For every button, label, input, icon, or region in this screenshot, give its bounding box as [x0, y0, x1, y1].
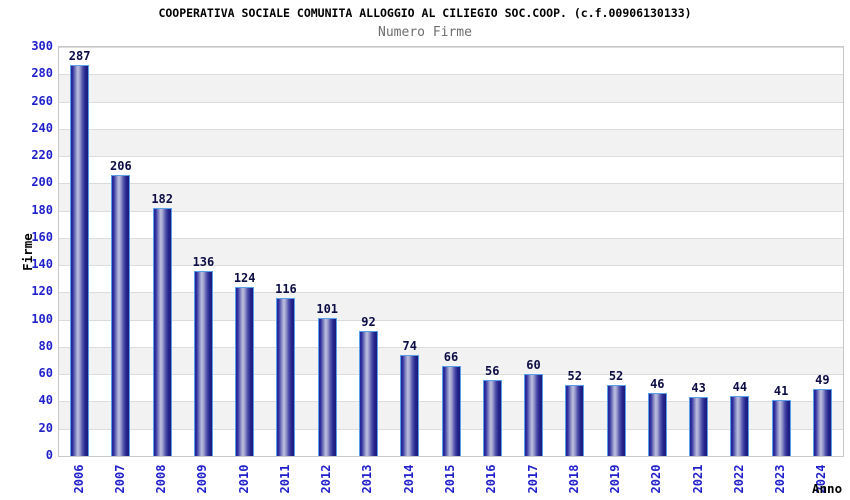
- grid-band: [59, 74, 843, 102]
- x-tick-label: 2010: [236, 464, 251, 494]
- y-tick-label: 220: [31, 148, 53, 163]
- bar-value-label: 41: [773, 384, 789, 399]
- bar-value-label: 46: [650, 377, 665, 392]
- bar-2024: [812, 389, 832, 456]
- grid-band: [59, 237, 843, 266]
- bar-2013: [358, 330, 378, 456]
- bar-value-label: 74: [402, 339, 417, 354]
- bar-2015: [441, 366, 461, 456]
- bar-value-label: 92: [361, 314, 376, 329]
- x-tick-label: 2023: [773, 464, 788, 494]
- bar-2008: [152, 207, 172, 456]
- bar-value-label: 52: [567, 369, 582, 384]
- grid-band: [59, 128, 843, 157]
- y-tick-label: 100: [31, 311, 53, 326]
- y-tick-label: 280: [31, 66, 53, 81]
- bar-value-label: 52: [608, 369, 624, 384]
- bar-value-label: 206: [110, 159, 132, 174]
- bar-2017: [524, 374, 544, 456]
- bar-2014: [400, 355, 420, 456]
- plot-area: 287 206 182 136 124 116 101 92 74 66 56 60 52 52 46 43 4…: [58, 46, 844, 457]
- bar-2022: [730, 396, 750, 456]
- bar-value-label: 136: [192, 254, 215, 269]
- x-tick-label: 2014: [401, 464, 416, 494]
- bar-2011: [276, 297, 296, 456]
- y-tick-label: 240: [31, 120, 53, 135]
- x-tick-label: 2008: [154, 464, 169, 494]
- bar-value-label: 56: [485, 363, 500, 378]
- bar-value-label: 44: [732, 380, 748, 395]
- x-tick-label: 2020: [649, 464, 664, 494]
- grid-band: [59, 47, 843, 75]
- bar-value-label: 49: [815, 373, 830, 388]
- x-tick-label: 2021: [690, 464, 705, 494]
- x-tick-label: 2017: [525, 464, 540, 494]
- y-tick-label: 60: [38, 366, 53, 381]
- bar-2007: [111, 175, 131, 456]
- y-tick-label: 20: [38, 420, 53, 435]
- bar-2023: [771, 400, 791, 456]
- chart-title: COOPERATIVA SOCIALE COMUNITA ALLOGGIO AL…: [158, 6, 692, 20]
- x-tick-label: 2016: [484, 464, 499, 494]
- y-tick-label: 180: [31, 202, 53, 217]
- bar-value-label: 182: [151, 191, 173, 206]
- x-tick-label: 2019: [608, 464, 623, 494]
- x-tick-label: 2013: [360, 464, 375, 494]
- x-tick-label: 2011: [277, 464, 292, 494]
- bar-2010: [235, 286, 255, 456]
- x-axis-title: Anno: [812, 481, 843, 496]
- y-tick-label: 40: [38, 393, 53, 408]
- grid-band: [59, 101, 843, 129]
- y-tick-label: 80: [38, 338, 53, 353]
- y-axis-title: Firme: [20, 233, 35, 271]
- y-tick-label: 160: [31, 229, 53, 244]
- y-tick-label: 300: [31, 39, 53, 53]
- bar-value-label: 43: [691, 381, 706, 396]
- grid-band: [59, 183, 843, 211]
- x-tick-label: 2015: [443, 464, 457, 494]
- bar-2018: [565, 385, 585, 456]
- x-tick-label: 2022: [731, 464, 746, 494]
- bar-2012: [317, 318, 337, 456]
- y-tick-label: 200: [31, 175, 53, 190]
- bar-2020: [647, 393, 667, 456]
- x-tick-label: 2007: [112, 464, 127, 494]
- y-tick-label: 120: [31, 284, 53, 299]
- x-tick-label: 2018: [566, 464, 581, 494]
- bar-value-label: 287: [68, 48, 91, 63]
- grid-band: [59, 292, 843, 320]
- x-tick-label: 2006: [71, 464, 86, 494]
- grid-band: [59, 265, 843, 293]
- grid-band: [59, 156, 843, 184]
- bar-value-label: 116: [275, 281, 297, 296]
- x-tick-label: 2012: [319, 464, 334, 494]
- chart-subtitle: Numero Firme: [378, 25, 472, 40]
- bar-value-label: 60: [526, 358, 541, 373]
- bar-2009: [193, 270, 213, 456]
- bar-value-label: 124: [233, 270, 256, 285]
- grid-band: [59, 319, 843, 347]
- bar-value-label: 101: [316, 302, 339, 317]
- grid-band: [59, 210, 843, 238]
- bar-2016: [482, 379, 502, 456]
- bar-2006: [70, 64, 90, 456]
- y-tick-label: 260: [31, 93, 53, 108]
- bar-2019: [606, 385, 626, 456]
- y-tick-label: 0: [45, 448, 53, 462]
- y-tick-label: 140: [31, 257, 53, 272]
- x-tick-label: 2009: [195, 464, 210, 494]
- bar-2021: [689, 397, 709, 456]
- bar-value-label: 66: [443, 350, 459, 365]
